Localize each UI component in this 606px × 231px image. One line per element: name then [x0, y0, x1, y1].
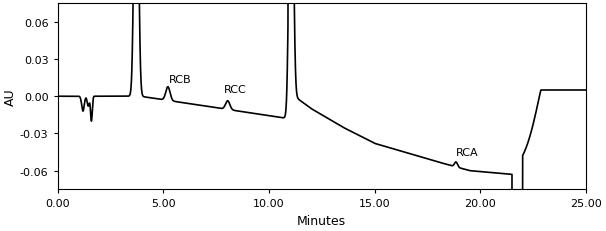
- Text: RCA: RCA: [456, 147, 479, 157]
- X-axis label: Minutes: Minutes: [297, 214, 347, 227]
- Text: RCC: RCC: [224, 84, 246, 94]
- Text: RCB: RCB: [168, 74, 191, 85]
- Y-axis label: AU: AU: [4, 88, 17, 106]
